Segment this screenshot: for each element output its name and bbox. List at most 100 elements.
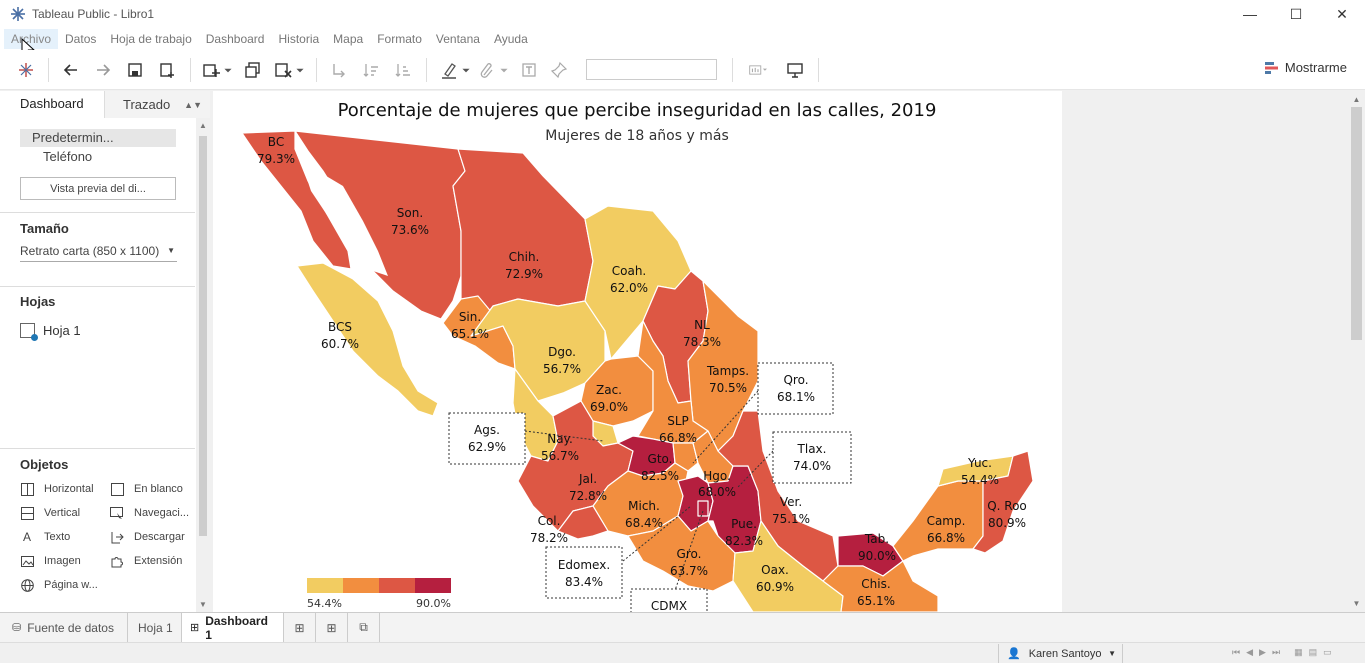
menu-mapa[interactable]: Mapa: [333, 32, 364, 46]
fit-combo[interactable]: [586, 59, 717, 80]
last-sheet-icon[interactable]: ⏭: [1271, 647, 1281, 657]
menu-historia[interactable]: Historia: [278, 32, 320, 46]
region-qroo: [972, 450, 1034, 554]
dashboard-view[interactable]: Porcentaje de mujeres que percibe insegu…: [213, 91, 1062, 612]
show-me-button[interactable]: Mostrarme: [1264, 60, 1347, 75]
duplicate-icon[interactable]: [242, 59, 264, 81]
undo-icon[interactable]: [60, 59, 82, 81]
menu-datos[interactable]: Datos: [65, 32, 97, 46]
clear-sheet-icon[interactable]: [272, 59, 294, 81]
state-abbr: Ags.: [474, 423, 500, 437]
side-panel-scrollbar[interactable]: ▲ ▼: [196, 118, 210, 612]
state-value: 83.4%: [565, 575, 603, 589]
map-regions[interactable]: [241, 130, 1034, 612]
group-paperclip-icon[interactable]: [476, 59, 498, 81]
object-navigation[interactable]: Navegaci...: [110, 506, 189, 520]
state-abbr: Ver.: [780, 495, 802, 509]
sheet-item-hoja-1[interactable]: Hoja 1: [20, 323, 81, 341]
menu-ventana[interactable]: Ventana: [435, 32, 480, 46]
menu-hoja-de-trabajo[interactable]: Hoja de trabajo: [110, 32, 192, 46]
chevron-down-icon[interactable]: [222, 59, 234, 81]
next-sheet-icon[interactable]: ▶: [1259, 647, 1266, 657]
object-blank[interactable]: En blanco: [110, 482, 183, 496]
menu-dashboard[interactable]: Dashboard: [205, 32, 265, 46]
new-worksheet-icon[interactable]: [200, 59, 222, 81]
user-menu[interactable]: 👤 Karen Santoyo ▼: [998, 644, 1123, 663]
state-abbr: Tlax.: [797, 442, 827, 456]
scroll-up-icon[interactable]: ▲: [1352, 95, 1361, 104]
scroll-down-icon[interactable]: ▼: [1352, 599, 1361, 608]
chevron-down-icon[interactable]: [294, 59, 306, 81]
region-qro: [672, 442, 699, 472]
tabs-view-icon[interactable]: ▭: [1323, 647, 1332, 657]
chevron-down-icon[interactable]: [460, 59, 472, 81]
state-abbr: Jal.: [578, 472, 597, 486]
chevron-down-icon[interactable]: [498, 59, 510, 81]
state-value: 70.5%: [709, 381, 747, 395]
menu-formato[interactable]: Formato: [377, 32, 422, 46]
object-download[interactable]: Descargar: [110, 530, 185, 544]
scroll-down-icon[interactable]: ▼: [199, 600, 207, 609]
menu-ayuda[interactable]: Ayuda: [493, 32, 528, 46]
state-value: 62.0%: [610, 281, 648, 295]
new-dashboard-tab-button[interactable]: ⊞: [316, 613, 348, 642]
menu-archivo[interactable]: Archivo: [4, 29, 59, 49]
state-value: 62.9%: [468, 440, 506, 454]
pin-icon[interactable]: [548, 59, 570, 81]
state-value: 54.4%: [961, 473, 999, 487]
close-button[interactable]: ✕: [1336, 5, 1348, 22]
object-horizontal[interactable]: Horizontal: [20, 482, 94, 496]
state-value: 72.8%: [569, 489, 607, 503]
canvas-scrollbar[interactable]: ▲ ▼: [1348, 91, 1365, 612]
device-phone[interactable]: Teléfono: [43, 149, 93, 164]
fit-icon[interactable]: [744, 59, 772, 81]
sort-ascending-icon[interactable]: [360, 59, 382, 81]
object-label: Descargar: [134, 531, 185, 543]
prev-sheet-icon[interactable]: ◀: [1246, 647, 1254, 657]
state-abbr: BC: [268, 135, 284, 149]
device-default[interactable]: Predetermin...: [20, 129, 176, 147]
filmstrip-icon[interactable]: ▤: [1308, 647, 1318, 657]
new-story-tab-button[interactable]: ⧉: [348, 613, 380, 642]
new-worksheet-icon: ⊞: [294, 620, 305, 635]
state-abbr: Edomex.: [558, 558, 610, 572]
state-value: 63.7%: [670, 564, 708, 578]
tab-data-source[interactable]: ⛁ Fuente de datos: [0, 613, 128, 642]
swap-icon[interactable]: [328, 59, 350, 81]
object-vertical[interactable]: Vertical: [20, 506, 80, 520]
scroll-thumb[interactable]: [199, 136, 207, 536]
maximize-button[interactable]: ☐: [1289, 5, 1303, 22]
scroll-up-icon[interactable]: ▲: [199, 121, 207, 130]
tab-data-source-label: Fuente de datos: [27, 620, 114, 635]
new-data-source-icon[interactable]: [156, 59, 178, 81]
object-web-page[interactable]: Página w...: [20, 578, 98, 592]
state-value: 68.4%: [625, 516, 663, 530]
redo-icon[interactable]: [92, 59, 114, 81]
scroll-thumb[interactable]: [1351, 107, 1362, 340]
sort-descending-icon[interactable]: [392, 59, 414, 81]
mexico-choropleth-map[interactable]: Porcentaje de mujeres que percibe insegu…: [213, 91, 1062, 612]
object-extension[interactable]: Extensión: [110, 554, 182, 568]
new-worksheet-tab-button[interactable]: ⊞: [284, 613, 316, 642]
size-select[interactable]: Retrato carta (850 x 1100) ▼: [20, 244, 177, 262]
object-label: Página w...: [44, 579, 98, 591]
tab-dashboard-1[interactable]: ⊞ Dashboard 1: [182, 613, 284, 642]
device-preview-button[interactable]: Vista previa del di...: [20, 177, 176, 200]
state-abbr: Nay.: [547, 432, 573, 446]
tableau-home-icon[interactable]: [15, 59, 37, 81]
tab-sheet-1[interactable]: Hoja 1: [128, 613, 182, 642]
show-mark-labels-icon[interactable]: [518, 59, 540, 81]
sheet-sorter-icon[interactable]: ▦: [1294, 647, 1303, 657]
object-image[interactable]: Imagen: [20, 554, 81, 568]
tab-dashboard[interactable]: Dashboard: [0, 91, 104, 118]
highlight-icon[interactable]: [438, 59, 460, 81]
horizontal-icon: [20, 482, 34, 496]
save-icon[interactable]: [124, 59, 146, 81]
state-abbr: Hgo.: [703, 469, 731, 483]
minimize-button[interactable]: —: [1243, 6, 1257, 22]
object-text[interactable]: A Texto: [20, 530, 70, 544]
tab-trazado[interactable]: Trazado ▲▼: [104, 91, 210, 118]
first-sheet-icon[interactable]: ⏮: [1232, 647, 1241, 657]
presentation-mode-icon[interactable]: [784, 59, 806, 81]
dashboard-side-panel: Dashboard Trazado ▲▼ Predetermin... Teléf…: [0, 91, 210, 612]
